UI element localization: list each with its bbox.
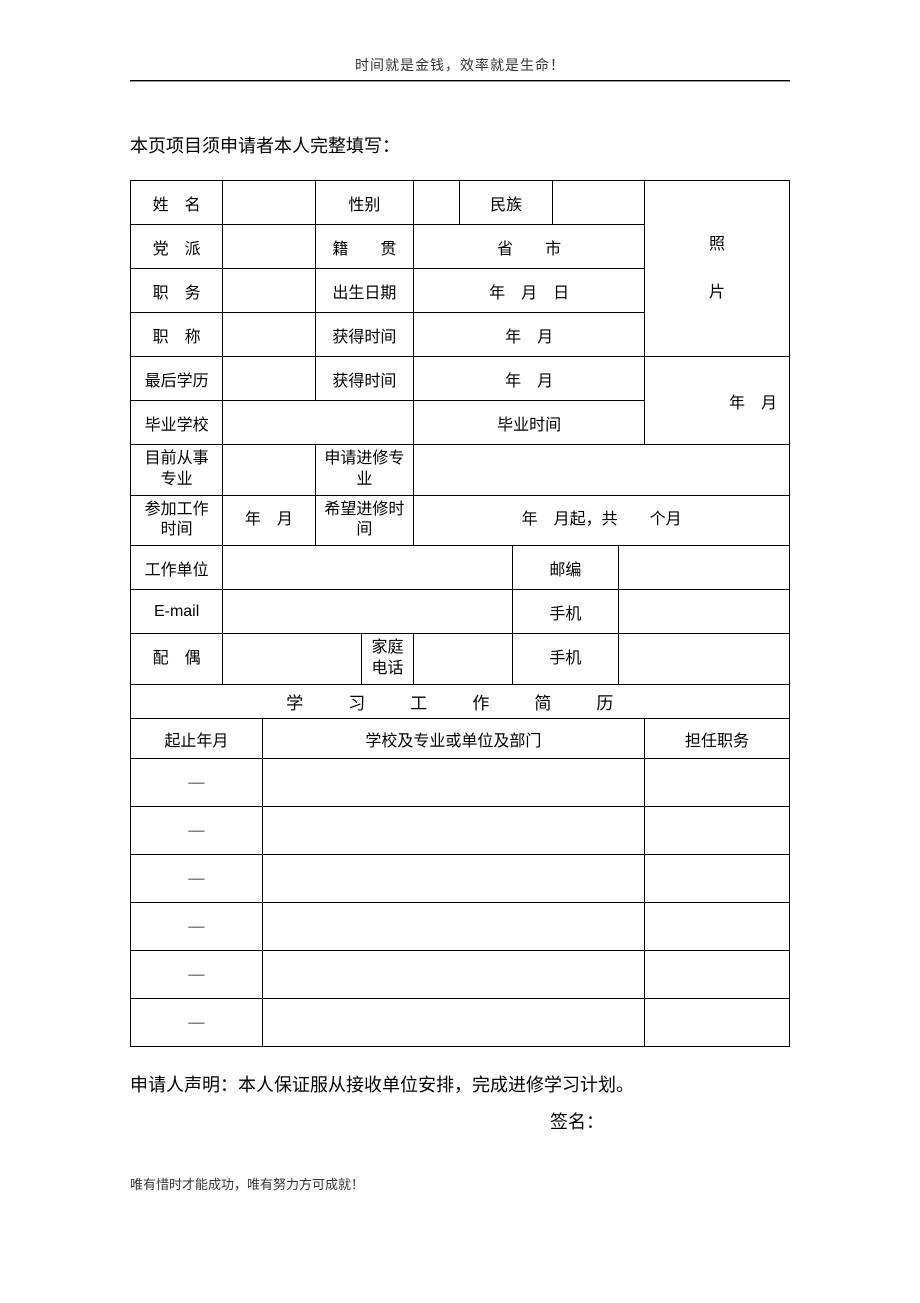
intro-text: 本页项目须申请者本人完整填写： — [130, 132, 790, 158]
label-position: 职 务 — [131, 269, 223, 313]
label-name: 姓 名 — [131, 181, 223, 225]
label-spouse: 配 偶 — [131, 634, 223, 685]
history-role-6[interactable] — [645, 999, 790, 1047]
input-party[interactable] — [223, 225, 315, 269]
label-work-unit: 工作单位 — [131, 546, 223, 590]
input-current-major[interactable] — [223, 445, 315, 496]
history-row-4: — — [131, 903, 790, 951]
page-footer-motto: 唯有惜时才能成功，唯有努力方可成就！ — [130, 1174, 790, 1193]
photo-area[interactable]: 照片 — [644, 181, 789, 357]
input-home-phone[interactable] — [414, 634, 513, 685]
input-acquire-time[interactable]: 年 月 — [414, 313, 645, 357]
label-current-major: 目前从事专业 — [131, 445, 223, 496]
history-header-row: 起止年月 学校及专业或单位及部门 担任职务 — [131, 719, 790, 759]
label-grad-time: 毕业时间 — [414, 401, 645, 445]
history-unit-3[interactable] — [262, 855, 644, 903]
history-col-unit: 学校及专业或单位及部门 — [262, 719, 644, 759]
history-table: 起止年月 学校及专业或单位及部门 担任职务 — — — — — — [130, 719, 790, 1048]
row-work-start: 参加工作时间 年 月 希望进修时间 年 月起，共 个月 — [131, 495, 790, 546]
history-row-6: — — [131, 999, 790, 1047]
input-native-place[interactable]: 省 市 — [414, 225, 645, 269]
label-school: 毕业学校 — [131, 401, 223, 445]
input-education[interactable] — [223, 357, 315, 401]
input-work-unit[interactable] — [223, 546, 513, 590]
label-education: 最后学历 — [131, 357, 223, 401]
input-birth-date[interactable]: 年 月 日 — [414, 269, 645, 313]
history-period-1[interactable]: — — [131, 759, 263, 807]
history-col-role: 担任职务 — [645, 719, 790, 759]
history-unit-1[interactable] — [262, 759, 644, 807]
history-row-2: — — [131, 807, 790, 855]
input-mobile[interactable] — [618, 590, 789, 634]
history-unit-5[interactable] — [262, 951, 644, 999]
row-name: 姓 名 性别 民族 照片 — [131, 181, 790, 225]
input-email[interactable] — [223, 590, 513, 634]
history-col-period: 起止年月 — [131, 719, 263, 759]
row-work-unit: 工作单位 邮编 — [131, 546, 790, 590]
history-role-2[interactable] — [645, 807, 790, 855]
history-unit-6[interactable] — [262, 999, 644, 1047]
input-postcode[interactable] — [618, 546, 789, 590]
history-role-3[interactable] — [645, 855, 790, 903]
label-hope-time: 希望进修时间 — [315, 495, 414, 546]
label-native-place: 籍 贯 — [315, 225, 414, 269]
label-postcode: 邮编 — [513, 546, 618, 590]
row-education: 最后学历 获得时间 年 月 年 月 — [131, 357, 790, 401]
input-name[interactable] — [223, 181, 315, 225]
row-email: E-mail 手机 — [131, 590, 790, 634]
history-unit-2[interactable] — [262, 807, 644, 855]
history-period-3[interactable]: — — [131, 855, 263, 903]
history-period-5[interactable]: — — [131, 951, 263, 999]
label-work-start: 参加工作时间 — [131, 495, 223, 546]
header-divider — [130, 80, 790, 82]
history-role-1[interactable] — [645, 759, 790, 807]
input-mobile2[interactable] — [618, 634, 789, 685]
input-school[interactable] — [223, 401, 414, 445]
label-email: E-mail — [131, 590, 223, 634]
signature-label: 签名： — [130, 1108, 790, 1134]
input-hope-time[interactable]: 年 月起，共 个月 — [414, 495, 790, 546]
input-spouse[interactable] — [223, 634, 361, 685]
input-grad-time[interactable]: 年 月 — [644, 357, 789, 445]
row-history-title: 学 习 工 作 简 历 — [131, 684, 790, 718]
label-apply-major: 申请进修专业 — [315, 445, 414, 496]
history-period-6[interactable]: — — [131, 999, 263, 1047]
label-birth-date: 出生日期 — [315, 269, 414, 313]
label-mobile2: 手机 — [513, 634, 618, 685]
row-current-major: 目前从事专业 申请进修专业 — [131, 445, 790, 496]
history-period-2[interactable]: — — [131, 807, 263, 855]
page-header-motto: 时间就是金钱，效率就是生命！ — [0, 55, 920, 80]
history-role-4[interactable] — [645, 903, 790, 951]
application-form-table: 姓 名 性别 民族 照片 党 派 籍 贯 省 市 职 务 出生日期 年 月 日 … — [130, 180, 790, 719]
label-ethnicity: 民族 — [460, 181, 552, 225]
label-party: 党 派 — [131, 225, 223, 269]
history-row-3: — — [131, 855, 790, 903]
input-gender[interactable] — [414, 181, 460, 225]
input-acquire-time2[interactable]: 年 月 — [414, 357, 645, 401]
label-acquire-time: 获得时间 — [315, 313, 414, 357]
input-ethnicity[interactable] — [552, 181, 644, 225]
history-title: 学 习 工 作 简 历 — [131, 684, 790, 718]
history-role-5[interactable] — [645, 951, 790, 999]
input-work-start[interactable]: 年 月 — [223, 495, 315, 546]
label-home-phone: 家庭电话 — [361, 634, 414, 685]
history-row-1: — — [131, 759, 790, 807]
declaration-text: 申请人声明：本人保证服从接收单位安排，完成进修学习计划。 — [130, 1069, 790, 1101]
input-apply-major[interactable] — [414, 445, 790, 496]
label-gender: 性别 — [315, 181, 414, 225]
label-mobile: 手机 — [513, 590, 618, 634]
label-title: 职 称 — [131, 313, 223, 357]
row-spouse: 配 偶 家庭电话 手机 — [131, 634, 790, 685]
input-title[interactable] — [223, 313, 315, 357]
input-position[interactable] — [223, 269, 315, 313]
label-acquire-time2: 获得时间 — [315, 357, 414, 401]
form-content: 本页项目须申请者本人完整填写： 姓 名 性别 民族 照片 党 派 — [130, 132, 790, 1134]
history-row-5: — — [131, 951, 790, 999]
history-period-4[interactable]: — — [131, 903, 263, 951]
history-unit-4[interactable] — [262, 903, 644, 951]
